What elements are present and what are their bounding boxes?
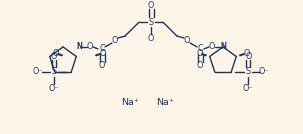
Text: O: O — [87, 42, 93, 51]
Text: O: O — [209, 42, 215, 51]
Text: Na⁺: Na⁺ — [156, 98, 174, 107]
Text: O: O — [196, 49, 202, 58]
Text: O⁻: O⁻ — [259, 68, 270, 77]
Text: O: O — [148, 1, 154, 10]
Text: S: S — [148, 18, 154, 27]
Text: O⁻: O⁻ — [48, 84, 59, 93]
Text: N: N — [220, 42, 226, 51]
Text: O: O — [197, 61, 203, 70]
Text: O⁻: O⁻ — [243, 84, 254, 93]
Text: O: O — [245, 52, 251, 61]
Text: Na⁺: Na⁺ — [121, 98, 139, 107]
Text: S: S — [51, 68, 56, 77]
Text: O: O — [51, 52, 57, 61]
Text: O: O — [184, 36, 190, 46]
Text: C: C — [197, 44, 203, 53]
Text: N: N — [76, 42, 82, 51]
Text: O: O — [52, 49, 58, 58]
Text: O⁻: O⁻ — [32, 68, 43, 77]
Text: O: O — [99, 61, 105, 70]
Text: N: N — [220, 42, 226, 51]
Text: O: O — [112, 36, 118, 46]
Text: N: N — [76, 42, 82, 51]
Text: O: O — [148, 34, 154, 42]
Text: C: C — [99, 44, 105, 53]
Text: O: O — [100, 49, 106, 58]
Text: O: O — [244, 49, 250, 58]
Text: S: S — [246, 68, 251, 77]
